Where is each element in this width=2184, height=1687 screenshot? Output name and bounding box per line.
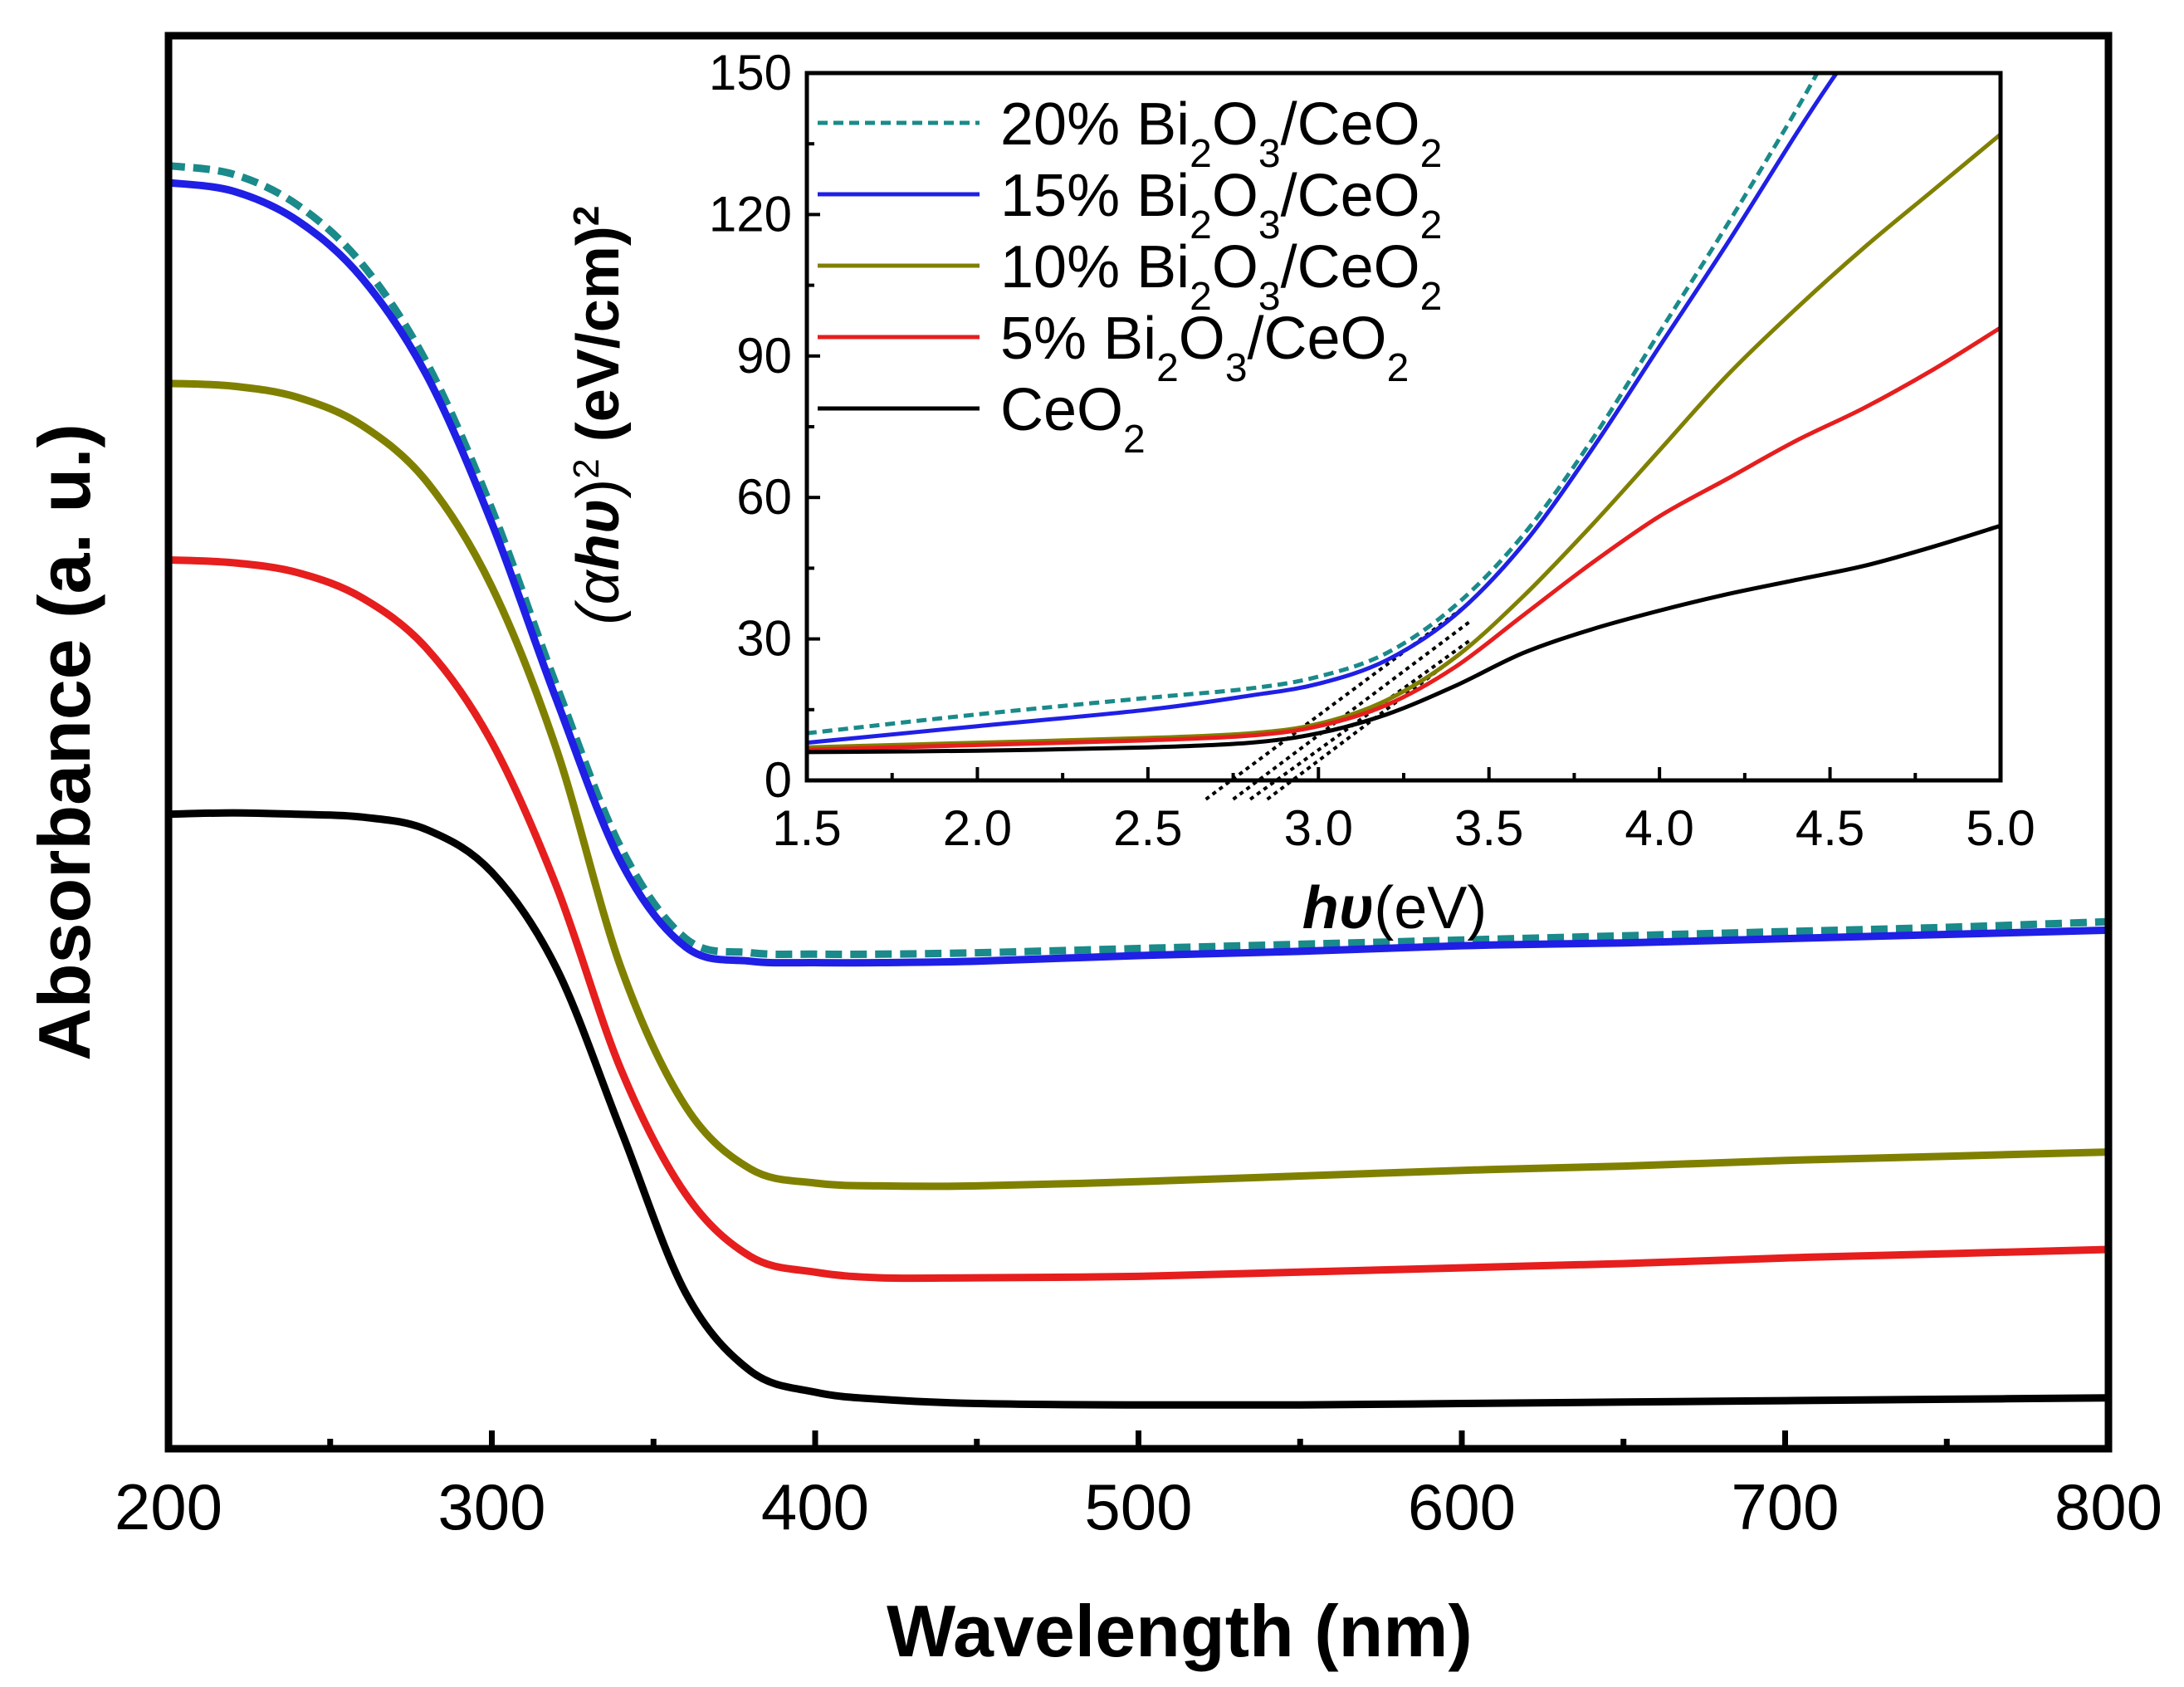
inset-tangent-line	[1266, 656, 1456, 801]
inset-tick-labels: 1.5 2.0 2.5 3.0 3.5 4.0 4.5 5.0 0 30 60 90 120 150	[709, 45, 2035, 856]
main-x-tick-labels: 200 300 400 500 600 700 800	[115, 1470, 2162, 1543]
inset-y-title-sup2: 2	[566, 206, 607, 226]
legend-label-10-bi2o3-ceo2: 10% Bi2O3/CeO2	[1000, 234, 1442, 319]
inset-x-tick-label: 4.0	[1625, 800, 1693, 856]
inset-y-tick-label: 150	[709, 45, 792, 100]
inset-x-tick-label: 3.0	[1284, 800, 1353, 856]
inset-series-10-bi2o3-ceo2	[807, 132, 2001, 750]
main-plot: 200 300 400 500 600 700 800 Wavelength (nm) Ab…	[23, 32, 2162, 1672]
main-x-tick-label: 700	[1731, 1470, 1839, 1543]
legend-label-5-bi2o3-ceo2: 5% Bi2O3/CeO2	[1000, 306, 1409, 390]
main-series-group	[168, 162, 2109, 1409]
inset-series-ceo2	[807, 523, 2001, 755]
inset-x-tick-label: 4.5	[1796, 800, 1864, 856]
main-x-tick-label: 200	[115, 1470, 222, 1543]
inset-series-20-bi2o3-ceo2	[807, 73, 1820, 736]
inset-y-title-unit: (eV/cm)	[565, 226, 632, 458]
inset-x-axis-title-italic: hυ	[1302, 875, 1375, 941]
inset-x-axis-title: hυ(eV)	[1302, 875, 1488, 941]
main-x-tick-label: 800	[2055, 1470, 2162, 1543]
main-series-5-bi2o3-ceo2	[168, 555, 2109, 1283]
inset-tangent-line	[1248, 637, 1473, 801]
main-x-tick-label: 300	[437, 1470, 545, 1543]
main-series-10-bi2o3-ceo2	[168, 379, 2109, 1191]
inset-x-tick-label: 3.5	[1454, 800, 1523, 856]
inset-y-title-hv: hυ	[565, 499, 632, 571]
inset-y-tick-label: 0	[765, 752, 792, 808]
inset-x-tick-label: 2.0	[943, 800, 1012, 856]
main-x-tick-label: 600	[1408, 1470, 1516, 1543]
inset-x-axis-title-unit: (eV)	[1374, 875, 1487, 941]
main-x-ticks	[165, 1430, 2112, 1449]
inset-x-tick-label: 5.0	[1966, 800, 2035, 856]
inset-y-axis-title: (αhυ)2 (eV/cm)2	[565, 206, 632, 625]
inset-y-title-close: )	[565, 479, 632, 499]
main-series-20-bi2o3-ceo2	[168, 162, 2109, 959]
inset-series-15-bi2o3-ceo2	[807, 73, 1840, 746]
inset-y-title-open: (α	[565, 569, 632, 624]
inset-series-group	[807, 73, 2001, 755]
inset-series-5-bi2o3-ceo2	[807, 325, 2001, 752]
inset-x-tick-label: 2.5	[1113, 800, 1182, 856]
inset-y-tick-label: 120	[709, 186, 792, 242]
inset-y-tick-label: 60	[736, 469, 792, 525]
main-y-axis-title: Absorbance (a. u.)	[23, 423, 105, 1061]
inset-y-tick-label: 30	[736, 611, 792, 667]
legend-label-20-bi2o3-ceo2: 20% Bi2O3/CeO2	[1000, 91, 1442, 176]
inset-plot: 1.5 2.0 2.5 3.0 3.5 4.0 4.5 5.0 0 30 60 90 120 150 20…	[565, 45, 2035, 941]
main-x-tick-label: 400	[761, 1470, 869, 1543]
main-series-ceo2	[168, 809, 2109, 1409]
legend-label-ceo2: CeO2	[1000, 377, 1146, 462]
inset-y-tick-label: 90	[736, 328, 792, 384]
main-series-15-bi2o3-ceo2	[168, 178, 2109, 967]
main-x-axis-title: Wavelength (nm)	[887, 1590, 1473, 1672]
inset-x-tick-label: 1.5	[772, 800, 841, 856]
inset-background	[807, 73, 2001, 780]
main-x-tick-label: 500	[1084, 1470, 1192, 1543]
inset-y-title-sup1: 2	[566, 458, 607, 478]
inset-ticks	[805, 71, 2002, 782]
legend-label-15-bi2o3-ceo2: 15% Bi2O3/CeO2	[1000, 163, 1442, 247]
